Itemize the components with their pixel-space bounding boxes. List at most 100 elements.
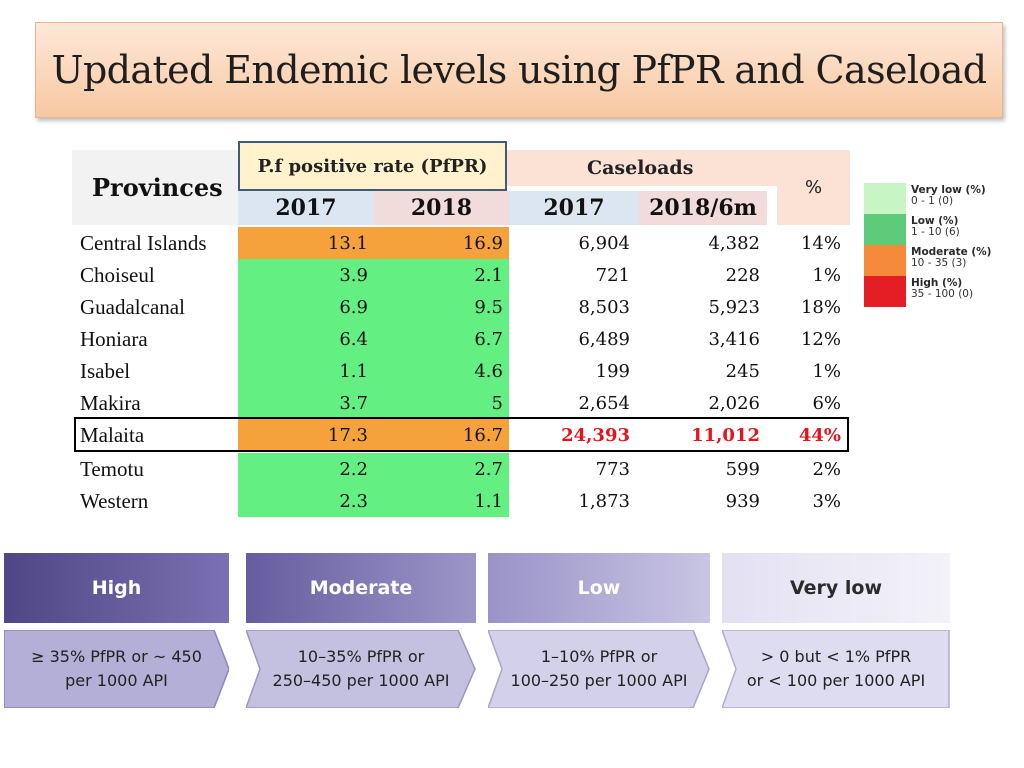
pfpr-2018-cell: 2.1 xyxy=(374,259,509,291)
province-name: Guadalcanal xyxy=(80,294,185,319)
percent-cell: 18% xyxy=(800,296,841,318)
category-desc-very-low: > 0 but < 1% PfPR or < 100 per 1000 API xyxy=(722,630,950,708)
table-row: Central Islands 13.1 16.9 6,904 4,382 14… xyxy=(72,227,850,259)
province-name: Western xyxy=(80,488,149,513)
table-row: Temotu 2.2 2.7 773 599 2% xyxy=(72,453,850,485)
caseload-2017-cell: 6,904 xyxy=(578,232,630,254)
legend-label: High (%) xyxy=(911,277,963,289)
table-row: Makira 3.7 5 2,654 2,026 6% xyxy=(72,387,850,419)
caseload-2017-cell: 2,654 xyxy=(578,392,630,414)
category-card-moderate: Moderate 10–35% PfPR or 250–450 per 1000… xyxy=(246,553,476,708)
category-desc-line: > 0 but < 1% PfPR xyxy=(760,647,912,666)
category-card-low: Low 1–10% PfPR or 100–250 per 1000 API xyxy=(488,553,710,708)
table-row: Guadalcanal 6.9 9.5 8,503 5,923 18% xyxy=(72,291,850,323)
sub-header-caseload-2018: 2018/6m xyxy=(639,191,767,225)
category-desc-line: per 1000 API xyxy=(65,671,168,690)
caseload-2017-cell: 8,503 xyxy=(578,296,630,318)
pfpr-2018-cell: 9.5 xyxy=(374,291,509,323)
category-arrow-high xyxy=(4,630,229,708)
table-row-highlighted: Malaita 17.3 16.7 24,393 11,012 44% xyxy=(72,419,850,451)
pfpr-2018-cell: 16.7 xyxy=(374,419,509,451)
legend-label: Very low (%) xyxy=(911,184,986,196)
pfpr-2018-cell: 4.6 xyxy=(374,355,509,387)
caseload-2018-cell: 5,923 xyxy=(708,296,760,318)
caseload-2017-cell: 1,873 xyxy=(578,490,630,512)
category-card-high: High ≥ 35% PfPR or ~ 450 per 1000 API xyxy=(4,553,229,708)
category-desc-line: 1–10% PfPR or xyxy=(540,647,658,666)
category-card-very-low: Very low > 0 but < 1% PfPR or < 100 per … xyxy=(722,553,950,708)
province-name: Central Islands xyxy=(80,230,207,255)
category-title-moderate: Moderate xyxy=(246,553,476,623)
category-title-low: Low xyxy=(488,553,710,623)
pfpr-2017-cell: 3.7 xyxy=(238,387,374,419)
caseload-2018-cell: 228 xyxy=(725,264,760,286)
pfpr-2017-cell: 1.1 xyxy=(238,355,374,387)
province-name: Temotu xyxy=(80,456,144,481)
sub-header-pfpr-2017: 2017 xyxy=(238,191,374,225)
table-row: Isabel 1.1 4.6 199 245 1% xyxy=(72,355,850,387)
category-arrow-moderate xyxy=(246,630,476,708)
arrow-shape-very-low xyxy=(722,630,950,708)
pfpr-2017-cell: 13.1 xyxy=(238,227,374,259)
category-desc-low: 1–10% PfPR or 100–250 per 1000 API xyxy=(488,630,710,708)
pfpr-2017-cell: 2.3 xyxy=(238,485,374,517)
pfpr-2017-cell: 3.9 xyxy=(238,259,374,291)
legend-label: Moderate (%) xyxy=(911,246,992,258)
category-desc-line: 100–250 per 1000 API xyxy=(510,671,688,690)
percent-cell: 44% xyxy=(798,424,841,446)
arrow-shape-high xyxy=(4,630,229,708)
legend-entry-moderate: Moderate (%) 10 - 35 (3) xyxy=(911,247,991,268)
pfpr-2017-cell: 2.2 xyxy=(238,453,374,485)
pfpr-2018-cell: 1.1 xyxy=(374,485,509,517)
caseload-2018-cell: 245 xyxy=(725,360,760,382)
table-row: Choiseul 3.9 2.1 721 228 1% xyxy=(72,259,850,291)
province-name: Choiseul xyxy=(80,262,155,287)
pfpr-2017-cell: 6.4 xyxy=(238,323,374,355)
percent-cell: 1% xyxy=(812,264,841,286)
caseload-2018-cell: 11,012 xyxy=(691,424,760,446)
category-desc-line: or < 100 per 1000 API xyxy=(746,671,926,690)
legend: Very low (%) 0 - 1 (0) Low (%) 1 - 10 (6) … xyxy=(864,183,999,308)
category-desc-line: 250–450 per 1000 API xyxy=(272,671,450,690)
sub-header-caseload-2017: 2017 xyxy=(509,191,639,225)
category-desc-high: ≥ 35% PfPR or ~ 450 per 1000 API xyxy=(4,630,229,708)
category-arrow-low xyxy=(488,630,710,708)
pfpr-2017-cell: 6.9 xyxy=(238,291,374,323)
sub-header-pfpr-2018: 2018 xyxy=(374,191,509,225)
pfpr-2018-cell: 2.7 xyxy=(374,453,509,485)
percent-cell: 2% xyxy=(812,458,841,480)
pfpr-2018-cell: 5 xyxy=(374,387,509,419)
pfpr-2017-cell: 17.3 xyxy=(238,419,374,451)
category-desc-line: ≥ 35% PfPR or ~ 450 xyxy=(31,647,202,666)
caseload-2018-cell: 599 xyxy=(725,458,760,480)
caseload-2017-cell: 199 xyxy=(595,360,630,382)
legend-swatch-low xyxy=(864,214,906,245)
caseload-2018-cell: 4,382 xyxy=(708,232,760,254)
percent-cell: 1% xyxy=(812,360,841,382)
endemic-table: Provinces Caseloads % P.f positive rate … xyxy=(72,141,850,518)
percent-cell: 3% xyxy=(812,490,841,512)
caseload-2017-cell: 721 xyxy=(595,264,630,286)
legend-swatch-moderate xyxy=(864,245,906,276)
legend-range: 1 - 10 (6) xyxy=(911,225,960,238)
caseload-2017-cell: 6,489 xyxy=(578,328,630,350)
page-title: Updated Endemic levels using PfPR and Ca… xyxy=(51,48,988,92)
table-row: Western 2.3 1.1 1,873 939 3% xyxy=(72,485,850,517)
category-arrow-very-low xyxy=(722,630,950,708)
category-desc-moderate: 10–35% PfPR or 250–450 per 1000 API xyxy=(246,630,476,708)
legend-range: 0 - 1 (0) xyxy=(911,194,954,207)
province-name: Honiara xyxy=(80,326,148,351)
category-desc-line: 10–35% PfPR or xyxy=(297,647,425,666)
arrow-shape-low xyxy=(488,630,710,708)
pfpr-2018-cell: 16.9 xyxy=(374,227,509,259)
legend-entry-very-low: Very low (%) 0 - 1 (0) xyxy=(911,185,986,206)
province-name: Isabel xyxy=(80,358,131,383)
percent-header: % xyxy=(777,150,850,225)
category-title-very-low: Very low xyxy=(722,553,950,623)
caseload-2018-cell: 2,026 xyxy=(708,392,760,414)
arrow-shape-moderate xyxy=(246,630,476,708)
legend-swatch-high xyxy=(864,276,906,307)
caseload-2017-cell: 773 xyxy=(595,458,630,480)
legend-range: 10 - 35 (3) xyxy=(911,256,967,269)
title-banner: Updated Endemic levels using PfPR and Ca… xyxy=(35,22,1003,118)
